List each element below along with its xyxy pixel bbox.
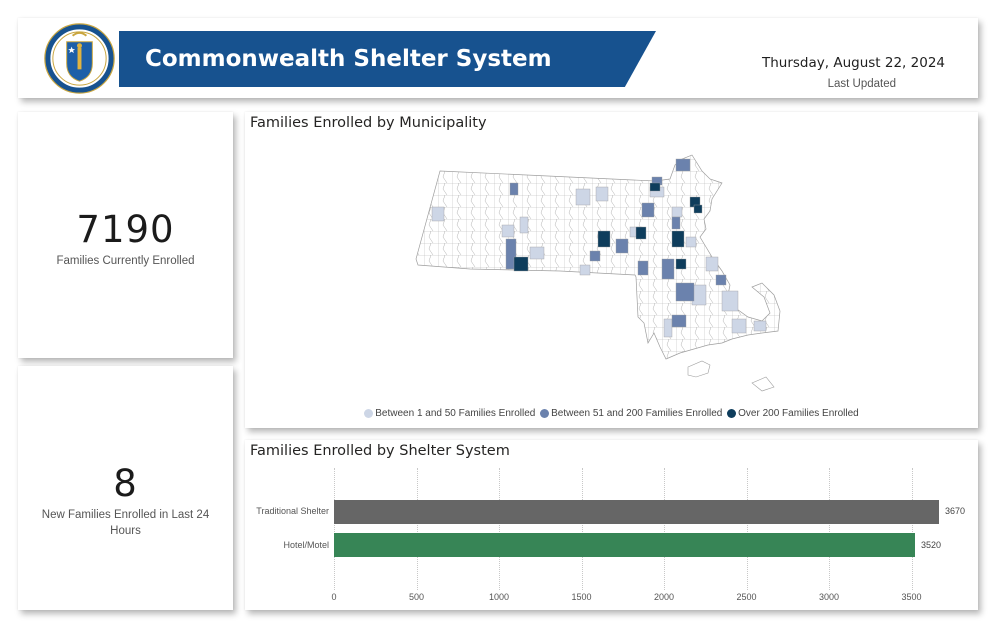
axis-tick: 2000	[653, 592, 675, 602]
shelter-system-bar-chart-card: Families Enrolled by Shelter System 3670…	[245, 440, 978, 610]
kpi-value: 8	[113, 462, 138, 505]
bar-traditional-shelter[interactable]	[334, 500, 939, 524]
page-title: Commonwealth Shelter System	[145, 46, 552, 72]
category-label: Traditional Shelter	[256, 506, 329, 516]
legend-label: Over 200 Families Enrolled	[738, 408, 859, 419]
axis-tick: 1000	[488, 592, 510, 602]
legend-dot-icon	[364, 409, 374, 418]
last-updated-label: Last Updated	[827, 78, 896, 90]
bar-chart-plot: 3670 3520 Traditional Shelter Hotel/Mote…	[256, 468, 965, 602]
bar-chart-title: Families Enrolled by Shelter System	[250, 443, 510, 459]
gridline	[334, 468, 335, 590]
legend-label: Between 51 and 200 Families Enrolled	[551, 408, 723, 419]
last-updated-date: Thursday, August 22, 2024	[761, 55, 945, 71]
gridline	[746, 468, 748, 590]
kpi-label: New Families Enrolled in Last 24 Hours	[41, 509, 210, 537]
legend-item-high[interactable]: Over 200 Families Enrolled	[727, 408, 859, 419]
gridline	[911, 468, 913, 590]
kpi-label: Families Currently Enrolled	[56, 255, 195, 267]
legend-dot-icon	[540, 409, 550, 418]
map-legend: Between 1 and 50 Families Enrolled Betwe…	[245, 408, 978, 421]
axis-tick: 500	[408, 592, 425, 602]
gridline	[416, 468, 418, 590]
bar-hotel-motel[interactable]	[334, 533, 915, 557]
bar-value-label: 3670	[945, 506, 966, 516]
kpi-card-families-enrolled: 7190 Families Currently Enrolled	[18, 112, 233, 358]
gridline	[581, 468, 583, 590]
legend-item-medium[interactable]: Between 51 and 200 Families Enrolled	[540, 408, 722, 419]
map-title: Families Enrolled by Municipality	[250, 115, 487, 131]
bar-value-label: 3520	[921, 540, 942, 550]
legend-label: Between 1 and 50 Families Enrolled	[375, 408, 536, 419]
category-label: Hotel/Motel	[283, 540, 329, 550]
axis-tick: 0	[331, 592, 337, 602]
axis-tick: 3500	[901, 592, 922, 602]
kpi-card-new-families: 8 New Families Enrolled in Last 24 Hours	[18, 366, 233, 610]
axis-tick: 1500	[571, 592, 592, 602]
massachusetts-seal-icon	[44, 23, 115, 94]
header-bar: Commonwealth Shelter System Thursday, Au…	[18, 18, 978, 98]
gridline	[664, 468, 665, 590]
municipality-map-card: Families Enrolled by Municipality	[245, 112, 978, 428]
massachusetts-choropleth-map[interactable]	[410, 147, 830, 397]
gridline	[499, 468, 500, 590]
kpi-value: 7190	[76, 208, 175, 251]
axis-tick: 2500	[736, 592, 757, 602]
axis-tick: 3000	[818, 592, 840, 602]
title-banner: Commonwealth Shelter System	[119, 31, 656, 87]
legend-dot-icon	[727, 409, 737, 418]
legend-item-low[interactable]: Between 1 and 50 Families Enrolled	[364, 408, 535, 419]
gridline	[829, 468, 830, 590]
